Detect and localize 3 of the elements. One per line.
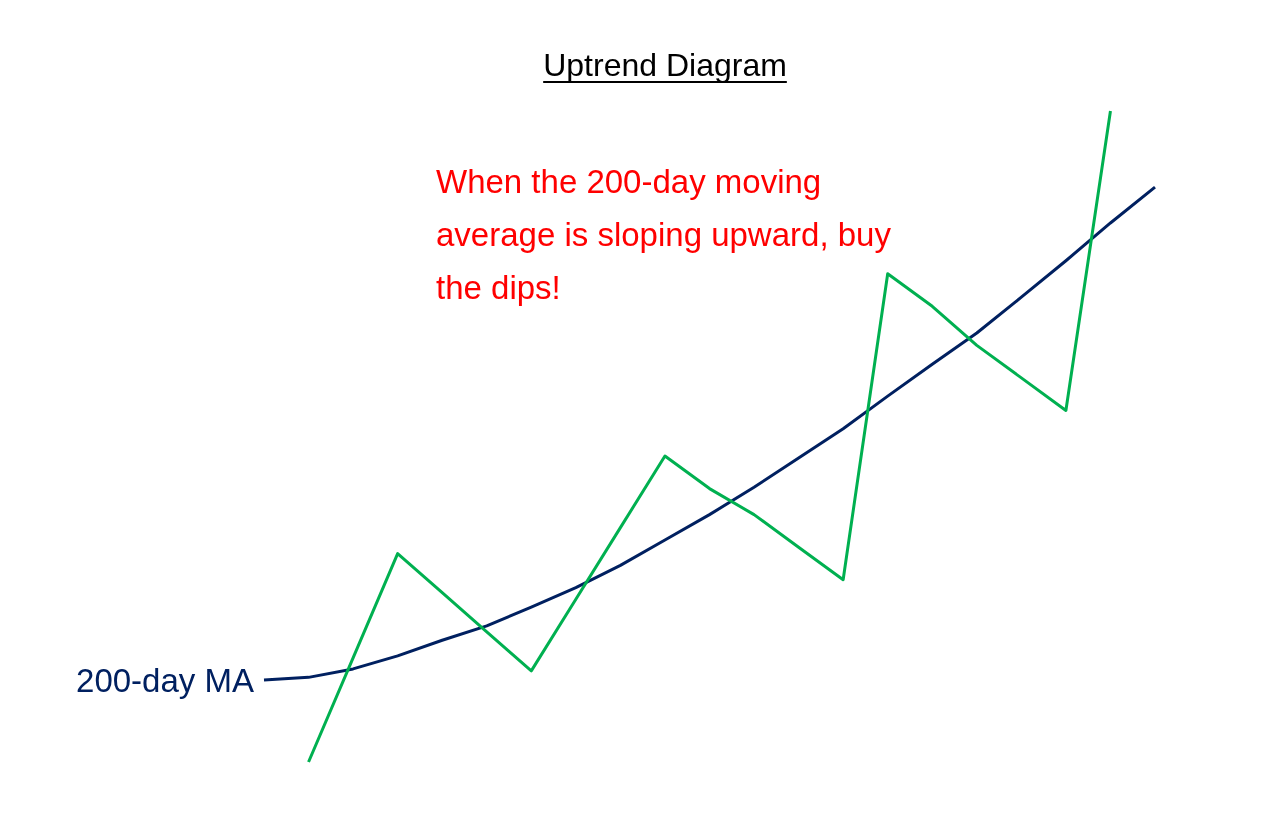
annotation: When the 200-day moving average is sloping upward, buy the dips!	[436, 163, 892, 306]
series-label: 200-day MA	[76, 661, 254, 699]
chart-title: Uptrend Diagram	[543, 47, 787, 83]
